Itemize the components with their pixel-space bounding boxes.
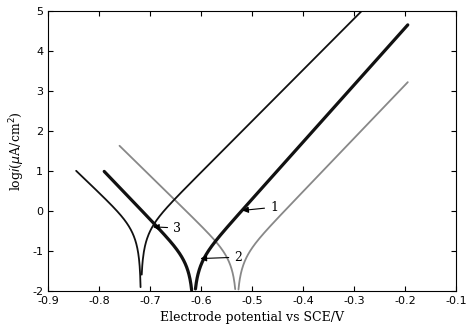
- Text: 1: 1: [244, 201, 278, 214]
- X-axis label: Electrode potential vs SCE/V: Electrode potential vs SCE/V: [160, 311, 344, 324]
- Text: 3: 3: [154, 221, 181, 234]
- Y-axis label: log$i$($\mu$A/cm$^2$): log$i$($\mu$A/cm$^2$): [7, 111, 27, 191]
- Text: 2: 2: [201, 251, 242, 264]
